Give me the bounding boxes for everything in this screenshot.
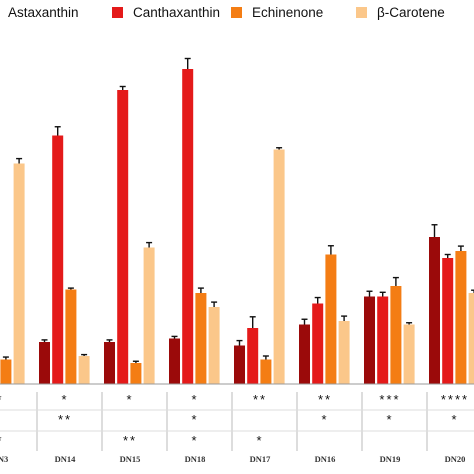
- bar-astaxanthin-dn18: [169, 338, 180, 384]
- tick-label-dn16: DN16: [315, 454, 336, 464]
- bar-astaxanthin-dn14: [39, 342, 50, 384]
- significance-mark-dn20-row1: ****: [441, 392, 469, 407]
- tick-label-dn15: DN15: [120, 454, 141, 464]
- legend-swatch-echinenone: [231, 7, 242, 18]
- bar-astaxanthin-dn17: [234, 345, 245, 384]
- bar-carotene-dn17: [273, 149, 285, 384]
- bar-carotene-dn18: [208, 307, 220, 384]
- significance-mark-dn17-row1: **: [253, 392, 267, 407]
- x-axis-ticks: DN3 DN14 DN15 DN18 DN17 DN16 DN19 DN20: [0, 454, 465, 464]
- bar-carotene-dn15: [143, 247, 155, 384]
- bar-carotene-dn3: [13, 163, 25, 384]
- significance-mark-dn16-row2: *: [321, 412, 328, 427]
- legend-label-canthaxanthin: Canthaxanthin: [133, 5, 220, 20]
- legend-label-echinenone: Echinenone: [252, 5, 323, 20]
- bar-astaxanthin-dn15: [104, 342, 115, 384]
- significance-mark-dn20-row2: *: [451, 412, 458, 427]
- bar-echinenone-dn16: [325, 254, 337, 384]
- significance-mark-dn14-row1: *: [61, 392, 68, 407]
- bar-canthaxanthin-dn20: [442, 258, 454, 384]
- bar-echinenone-dn3: [0, 359, 12, 384]
- bar-canthaxanthin-dn17: [247, 328, 259, 384]
- bar-carotene-dn16: [338, 321, 350, 384]
- significance-mark-dn18-row1: *: [191, 392, 198, 407]
- significance-mark-dn17-row3: *: [256, 433, 263, 448]
- bar-echinenone-dn20: [455, 251, 467, 384]
- tick-label-dn17: DN17: [250, 454, 272, 464]
- bars: [0, 57, 474, 385]
- tick-label-dn14: DN14: [55, 454, 77, 464]
- legend-swatch-canthaxanthin: [112, 7, 123, 18]
- bar-echinenone-dn17: [260, 359, 272, 384]
- significance-mark-dn3-row1: *: [0, 392, 4, 407]
- significance-mark-dn18-row2: *: [191, 412, 198, 427]
- bar-canthaxanthin-dn18: [182, 69, 194, 384]
- bar-carotene-dn19: [403, 324, 415, 384]
- bar-echinenone-dn19: [390, 286, 402, 384]
- significance-mark-dn14-row2: **: [58, 412, 72, 427]
- significance-mark-dn19-row2: *: [386, 412, 393, 427]
- significance-mark-dn3-row3: *: [0, 433, 4, 448]
- bar-canthaxanthin-dn15: [117, 90, 129, 384]
- legend-label-astaxanthin: Astaxanthin: [8, 5, 79, 20]
- bar-echinenone-dn14: [65, 289, 77, 384]
- bar-carotene-dn20: [468, 293, 474, 384]
- legend: Astaxanthin Canthaxanthin Echinenone β-Caro…: [8, 5, 445, 20]
- significance-mark-dn16-row1: **: [318, 392, 332, 407]
- legend-swatch-carotene: [356, 7, 367, 18]
- bar-echinenone-dn15: [130, 363, 142, 384]
- bar-echinenone-dn18: [195, 293, 207, 384]
- bar-canthaxanthin-dn19: [377, 296, 389, 384]
- bar-astaxanthin-dn16: [299, 324, 310, 384]
- bar-carotene-dn14: [78, 356, 90, 384]
- bar-canthaxanthin-dn14: [52, 135, 64, 384]
- tick-label-dn18: DN18: [185, 454, 206, 464]
- significance-mark-dn15-row1: *: [126, 392, 133, 407]
- bar-canthaxanthin-dn16: [312, 303, 324, 384]
- tick-label-dn3: DN3: [0, 454, 8, 464]
- significance-mark-dn15-row3: **: [123, 433, 137, 448]
- legend-label-carotene: β-Carotene: [377, 5, 445, 20]
- significance-table: **************************: [0, 392, 474, 451]
- tick-label-dn19: DN19: [380, 454, 401, 464]
- bar-astaxanthin-dn20: [429, 237, 440, 384]
- significance-mark-dn18-row3: *: [191, 433, 198, 448]
- significance-mark-dn19-row1: ***: [379, 392, 400, 407]
- bar-astaxanthin-dn19: [364, 296, 375, 384]
- tick-label-dn20: DN20: [445, 454, 466, 464]
